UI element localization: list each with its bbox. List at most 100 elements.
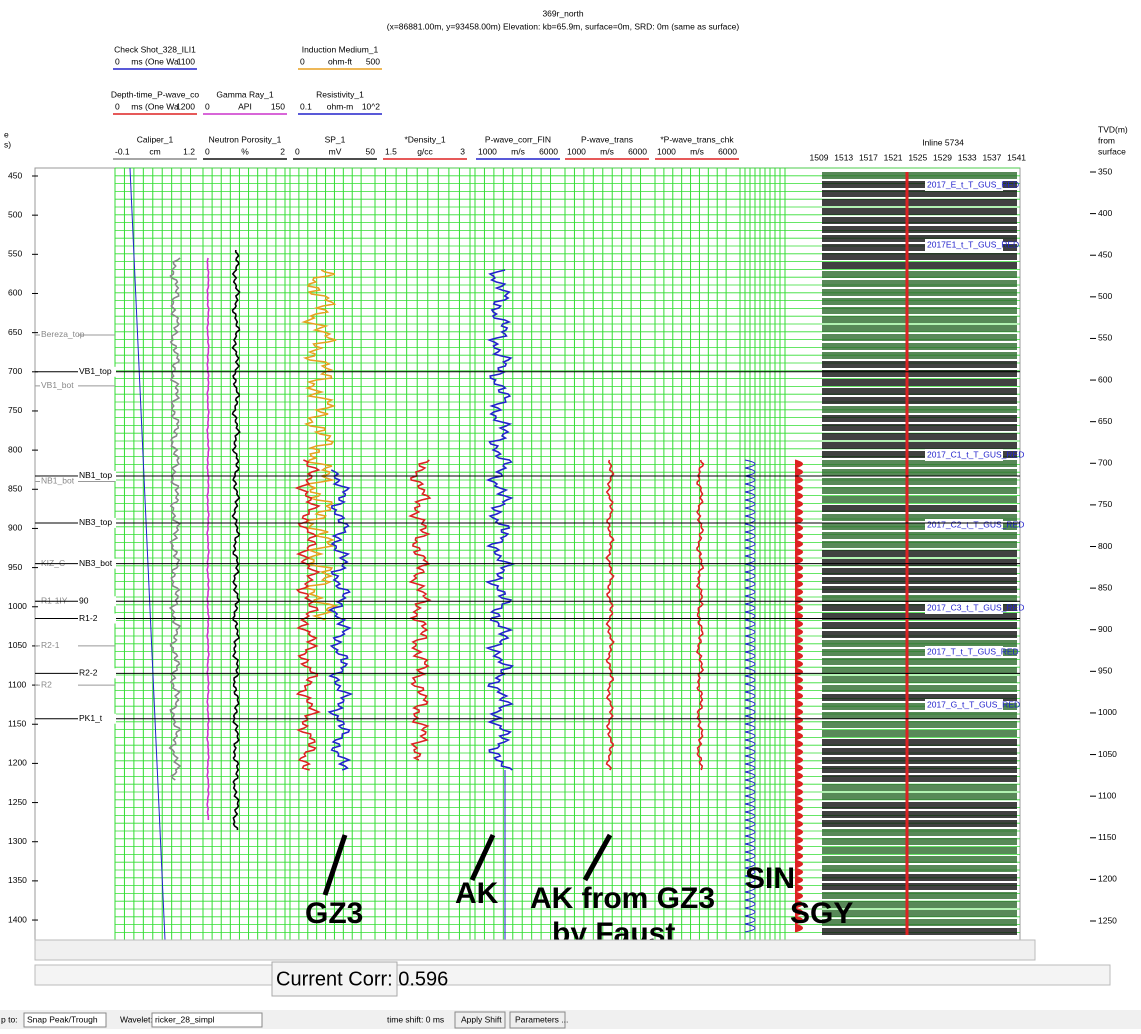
seismic-band xyxy=(822,226,1017,233)
seismic-band xyxy=(822,172,1017,179)
top-label: Bereza_top xyxy=(41,329,85,339)
seismic-band xyxy=(822,622,1017,629)
tvd-tick-label: 850 xyxy=(1098,582,1112,592)
seismic-band xyxy=(822,325,1017,332)
log-name: P-wave_trans xyxy=(581,134,633,144)
y-tick-label: 1400 xyxy=(8,914,27,924)
log-max: 2 xyxy=(280,146,285,156)
seismic-title: Inline 5734 xyxy=(922,137,964,147)
seismic-band xyxy=(822,820,1017,827)
horizon-label: 2017_C1_t_T_GUS_RED xyxy=(927,449,1024,459)
tvd-tick-label: 750 xyxy=(1098,499,1112,509)
y-tick-label: 900 xyxy=(8,523,22,533)
seismic-band xyxy=(822,316,1017,323)
log-unit: ms (One Wa xyxy=(131,56,179,66)
annotation: AK xyxy=(455,877,499,910)
horizon-label: 2017_E_t_T_GUS_RED xyxy=(927,179,1019,189)
seismic-band xyxy=(822,577,1017,584)
seismic-band xyxy=(822,811,1017,818)
log-min: 0 xyxy=(115,56,120,66)
seismic-tick: 1509 xyxy=(810,152,829,162)
seismic-band xyxy=(822,586,1017,593)
seismic-band xyxy=(822,766,1017,773)
seismic-band xyxy=(822,793,1017,800)
seismic-band xyxy=(822,568,1017,575)
log-name: Depth-time_P-wave_co xyxy=(111,89,200,99)
y-tick-label: 750 xyxy=(8,405,22,415)
log-unit: ohm-m xyxy=(327,101,353,111)
seismic-band xyxy=(822,847,1017,854)
snap-label: p to: xyxy=(1,1014,18,1024)
horizon-label: 2017E1_t_T_GUS_RED xyxy=(927,239,1019,249)
seismic-band xyxy=(822,361,1017,368)
seismic-band xyxy=(822,685,1017,692)
seismic-band xyxy=(822,280,1017,287)
y-tick-label: 450 xyxy=(8,170,22,180)
y-tick-label: 1300 xyxy=(8,836,27,846)
log-name: *P-wave_trans_chk xyxy=(660,134,734,144)
log-max: 3 xyxy=(460,146,465,156)
horizon-label: 2017_C2_t_T_GUS_RED xyxy=(927,519,1024,529)
seismic-band xyxy=(822,208,1017,215)
y-tick-label: 1050 xyxy=(8,640,27,650)
seismic-band xyxy=(822,541,1017,548)
top-label: PK1_t xyxy=(79,713,103,723)
seismic-band xyxy=(822,775,1017,782)
axis-label: from xyxy=(1098,135,1115,145)
tvd-tick-label: 600 xyxy=(1098,374,1112,384)
wavelet-value: ricker_28_simpl xyxy=(155,1014,215,1024)
tvd-tick-label: 1200 xyxy=(1098,874,1117,884)
y-tick-label: 1000 xyxy=(8,601,27,611)
top-label: R1-2 xyxy=(79,613,98,623)
seismic-band xyxy=(822,352,1017,359)
seismic-band xyxy=(822,217,1017,224)
y-tick-label: 800 xyxy=(8,444,22,454)
seismic-tick: 1517 xyxy=(859,152,878,162)
horizon-label: 2017_G_t_T_GUS_RED xyxy=(927,699,1020,709)
wavelet-label: Wavelet: xyxy=(120,1014,153,1024)
current-corr: Current Corr: 0.596 xyxy=(276,968,448,990)
log-max: 6000 xyxy=(628,146,647,156)
seismic-band xyxy=(822,838,1017,845)
seismic-tick: 1533 xyxy=(958,152,977,162)
tvd-tick-label: 800 xyxy=(1098,541,1112,551)
seismic-band xyxy=(822,748,1017,755)
params-label: Parameters ... xyxy=(515,1014,568,1024)
log-max: 500 xyxy=(366,56,380,66)
seismic-band xyxy=(822,343,1017,350)
log-min: -0.1 xyxy=(115,146,130,156)
seismic-band xyxy=(822,874,1017,881)
seismic-band xyxy=(822,721,1017,728)
seismic-tick: 1525 xyxy=(908,152,927,162)
tvd-tick-label: 350 xyxy=(1098,166,1112,176)
seismic-band xyxy=(822,730,1017,737)
axis-label: s) xyxy=(4,139,11,149)
annotation: SGY xyxy=(790,897,853,930)
seismic-band xyxy=(822,505,1017,512)
tvd-tick-label: 950 xyxy=(1098,666,1112,676)
log-unit: m/s xyxy=(511,146,525,156)
seismic-band xyxy=(822,433,1017,440)
tvd-tick-label: 1150 xyxy=(1098,832,1117,842)
y-tick-label: 950 xyxy=(8,562,22,572)
top-label: R2 xyxy=(41,679,52,689)
seismic-tick: 1521 xyxy=(884,152,903,162)
log-min: 0 xyxy=(300,56,305,66)
horizon-label: 2017_T_t_T_GUS_RED xyxy=(927,646,1019,656)
y-tick-label: 650 xyxy=(8,327,22,337)
log-unit: g/cc xyxy=(417,146,433,156)
log-max: 150 xyxy=(271,101,285,111)
log-name: Neutron Porosity_1 xyxy=(209,134,282,144)
seismic-tick: 1541 xyxy=(1007,152,1026,162)
seismic-band xyxy=(822,883,1017,890)
log-min: 1000 xyxy=(657,146,676,156)
top-label: R1-1IY xyxy=(41,596,68,606)
top-label: NB3_bot xyxy=(79,558,113,568)
top-label: KIZ_C xyxy=(41,558,65,568)
seismic-band xyxy=(822,271,1017,278)
log-name: *Density_1 xyxy=(404,134,445,144)
log-min: 1.5 xyxy=(385,146,397,156)
seismic-tick: 1513 xyxy=(834,152,853,162)
seismic-band xyxy=(822,496,1017,503)
log-name: Caliper_1 xyxy=(137,134,174,144)
